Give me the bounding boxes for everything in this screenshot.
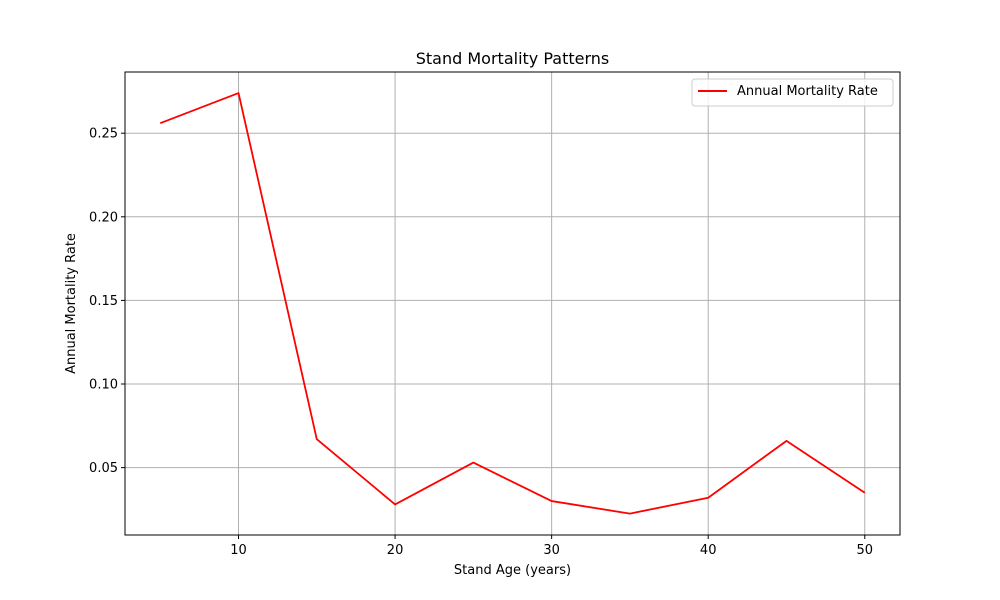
x-tick-label: 40 — [700, 543, 717, 558]
x-tick-label: 10 — [230, 543, 247, 558]
legend: Annual Mortality Rate — [691, 78, 894, 107]
y-tick-label: 0.05 — [89, 461, 118, 476]
plot-series — [159, 92, 866, 515]
y-axis-ticks: 0.05 0.10 0.15 0.20 0.25 — [89, 127, 125, 476]
y-axis-label: Annual Mortality Rate — [64, 233, 79, 374]
y-tick-label: 0.20 — [89, 210, 118, 225]
x-tick-label: 50 — [856, 543, 873, 558]
x-axis-ticks: 10 20 30 40 50 — [230, 535, 873, 558]
plot-area-frame — [124, 71, 901, 536]
y-tick-label: 0.10 — [89, 378, 118, 393]
legend-box — [691, 78, 894, 107]
series-line — [159, 92, 866, 515]
y-tick-label: 0.15 — [89, 294, 118, 309]
y-tick-label: 0.25 — [89, 127, 118, 142]
legend-entry-label: Annual Mortality Rate — [737, 84, 878, 99]
x-axis-label: Stand Age (years) — [454, 563, 571, 578]
x-tick-label: 30 — [543, 543, 560, 558]
chart-title: Stand Mortality Patterns — [416, 49, 609, 68]
x-tick-label: 20 — [387, 543, 404, 558]
gridlines — [125, 72, 900, 535]
